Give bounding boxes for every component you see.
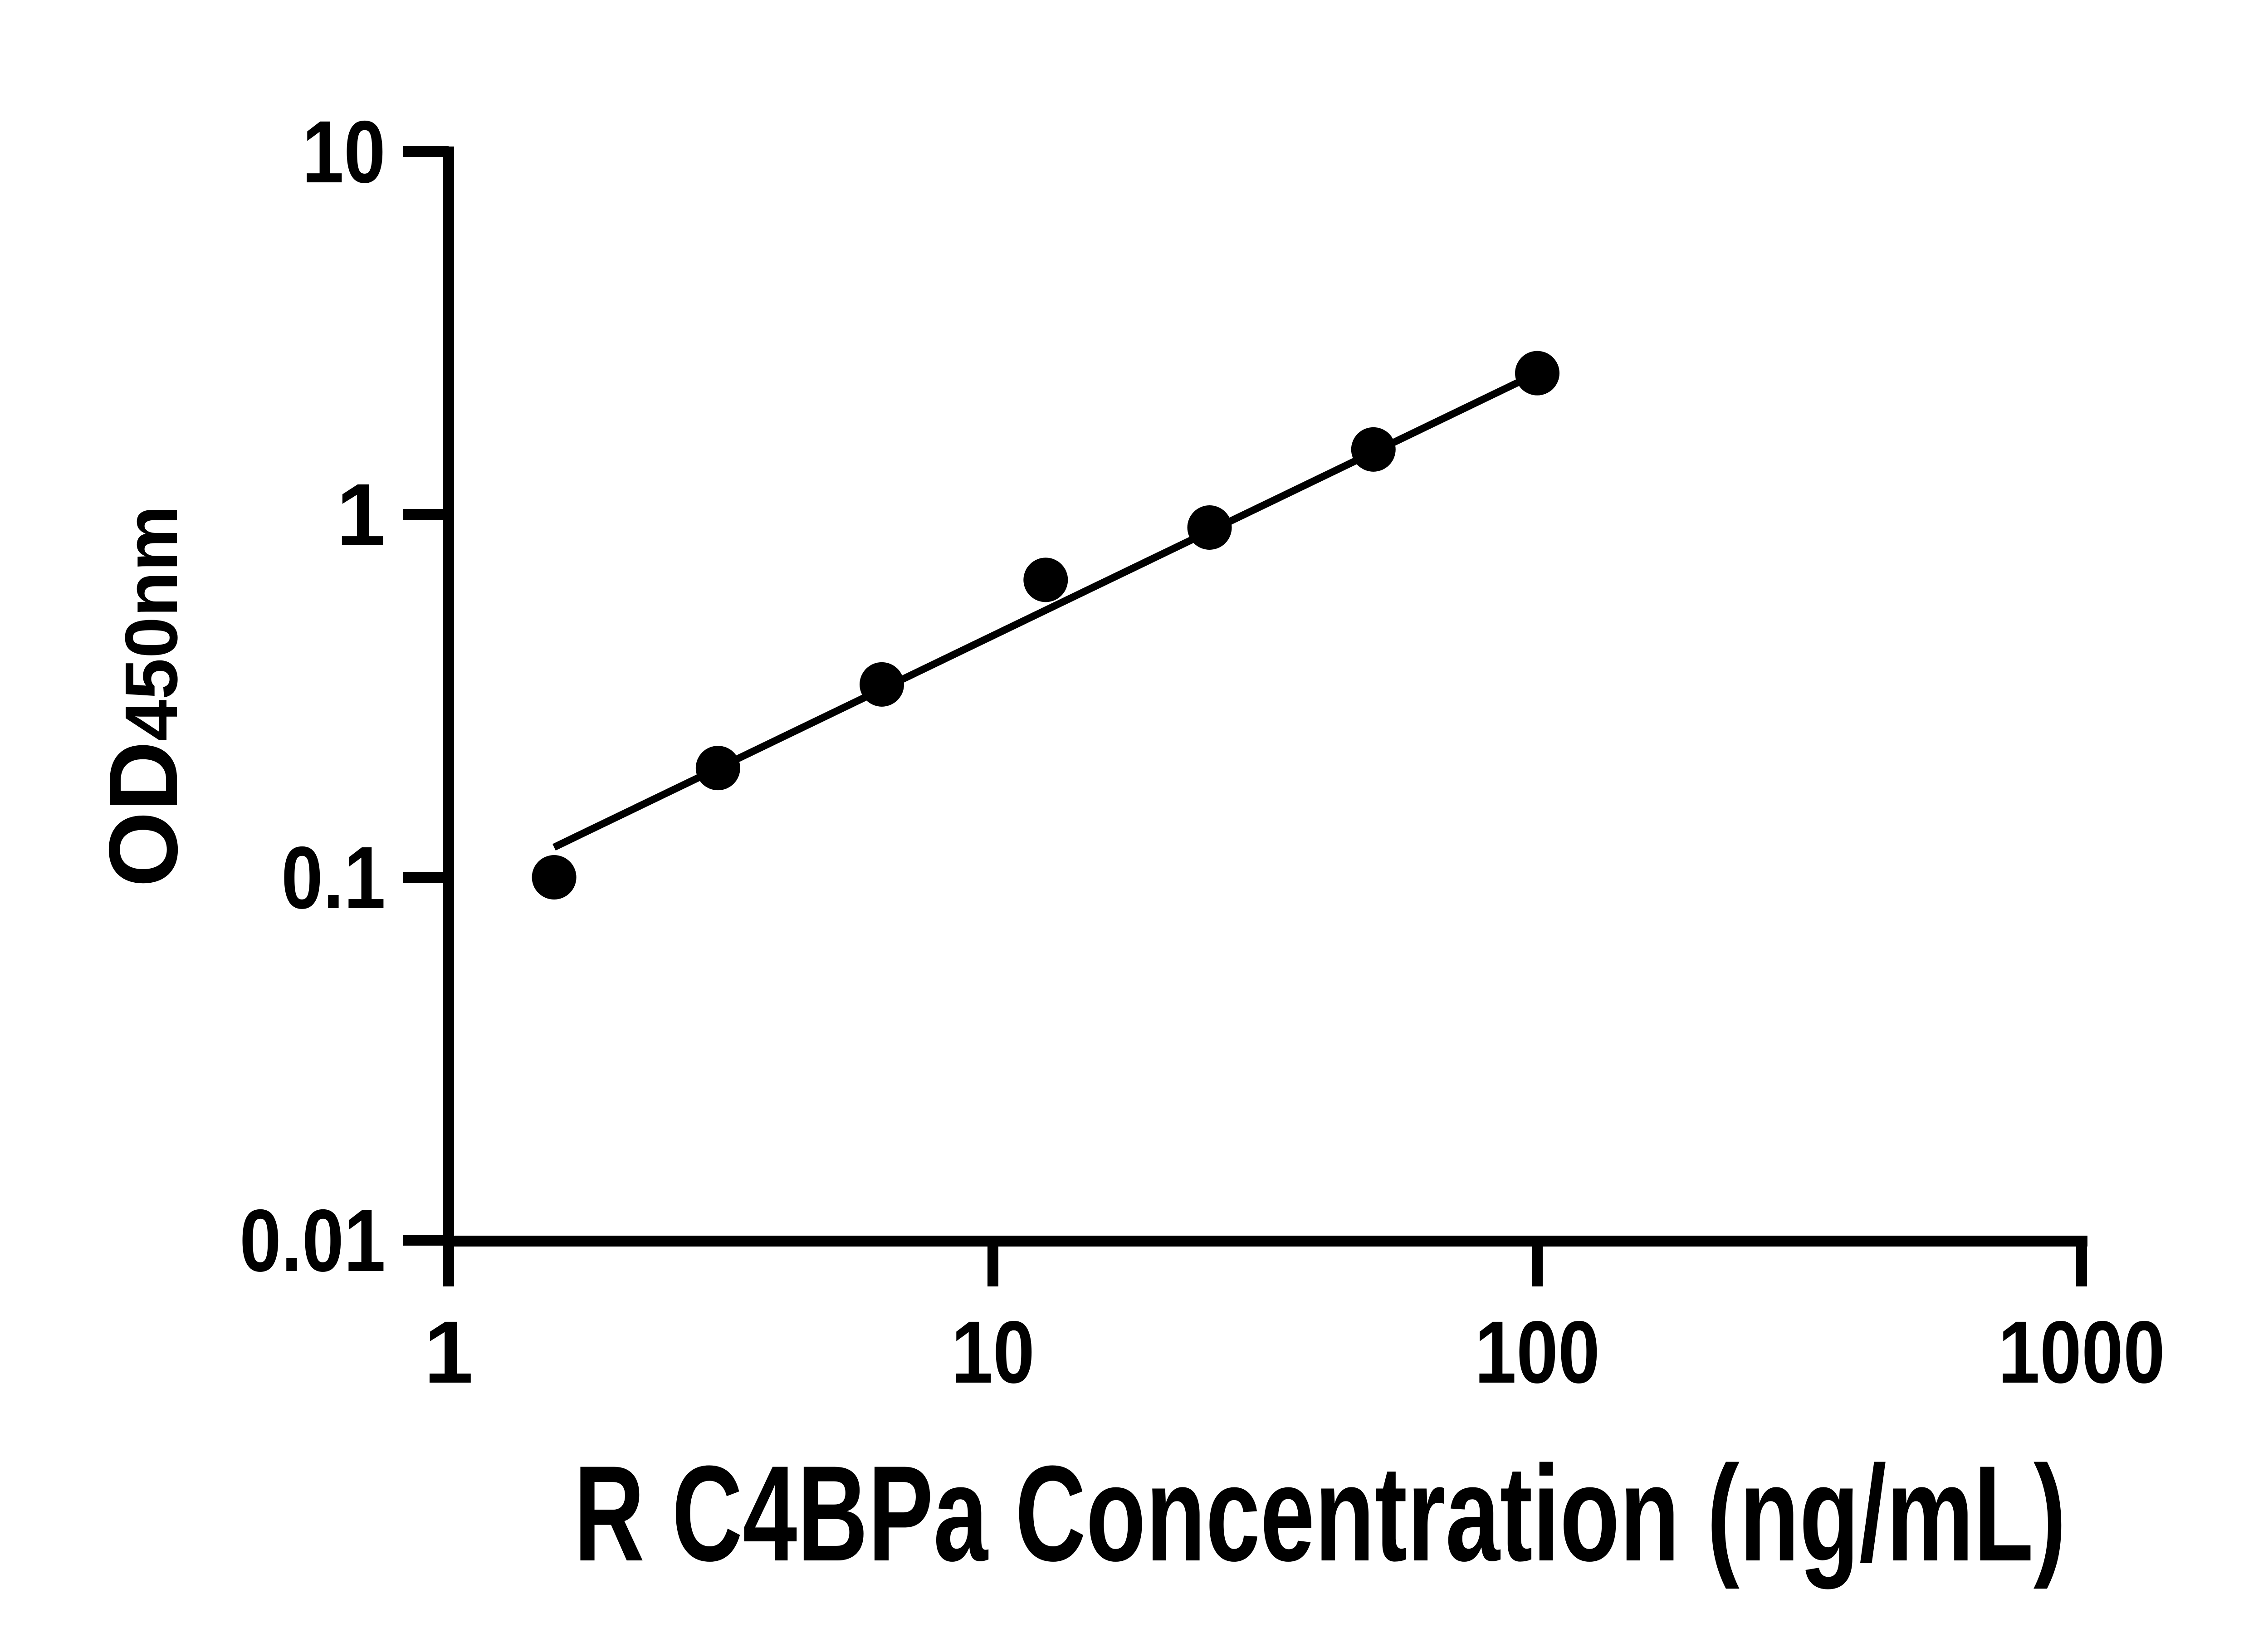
y-axis-title-main: OD	[88, 741, 198, 888]
x-tick-label: 100	[1475, 1303, 1600, 1402]
x-axis-ticks	[443, 1241, 2087, 1286]
x-tick-label: 10	[951, 1303, 1035, 1402]
data-point-marker	[1187, 505, 1232, 550]
data-point-marker	[1023, 557, 1068, 602]
y-tick-label: 0.1	[281, 828, 386, 927]
y-axis-ticks	[403, 146, 449, 1246]
data-point-marker	[695, 746, 740, 791]
x-axis-title: R C4BPa Concentration (ng/mL)	[574, 1437, 2066, 1590]
data-point-marker	[532, 855, 577, 900]
x-axis-tick-labels: 1 10 100 1000	[424, 1303, 2165, 1402]
y-tick-label: 1	[337, 465, 386, 564]
y-tick-label: 10	[302, 103, 386, 201]
y-axis-title: OD450nm	[88, 505, 198, 887]
axes	[443, 147, 2087, 1247]
data-point-marker	[1515, 351, 1559, 396]
data-point-marker	[860, 662, 904, 707]
y-axis-title-subscript: 450nm	[110, 505, 193, 741]
y-axis-tick-labels: 0.01 0.1 1 10	[240, 103, 386, 1290]
x-tick-label: 1	[424, 1303, 473, 1402]
y-tick-label: 0.01	[240, 1191, 386, 1290]
data-points	[532, 351, 1559, 900]
x-tick-label: 1000	[1998, 1303, 2165, 1402]
data-point-marker	[1351, 427, 1396, 472]
